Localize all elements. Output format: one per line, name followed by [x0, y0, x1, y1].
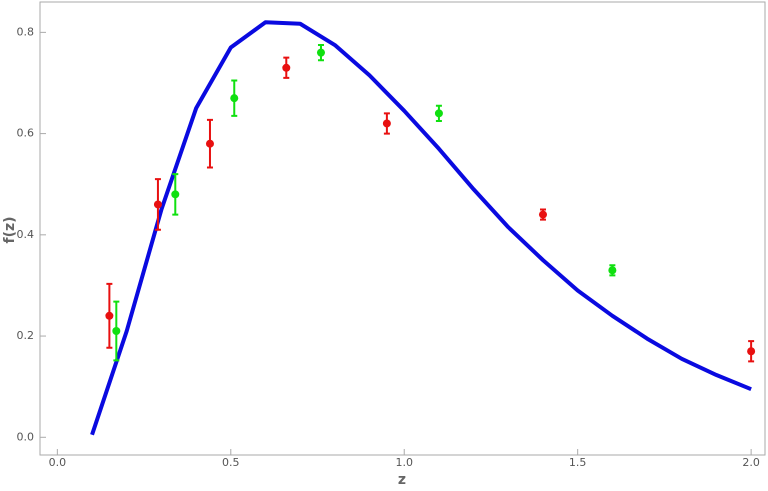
data-point: [434, 109, 443, 118]
data-point: [316, 48, 325, 57]
x-tick-label: 2.0: [742, 456, 760, 469]
data-point: [153, 200, 162, 209]
x-tick-label: 1.0: [395, 456, 413, 469]
y-tick-label: 0.2: [17, 329, 35, 342]
y-tick-label: 0.6: [17, 127, 35, 140]
y-tick-label: 0.8: [17, 25, 35, 38]
y-tick-label: 0.4: [17, 228, 35, 241]
x-tick-label: 1.5: [569, 456, 587, 469]
plot-frame: [39, 1, 766, 456]
y-axis-label: f(z): [2, 216, 18, 243]
data-point: [382, 119, 391, 128]
x-tick-label: 0.0: [49, 456, 67, 469]
data-point: [608, 266, 617, 275]
data-point: [282, 63, 291, 72]
data-point: [171, 190, 180, 199]
data-point: [230, 94, 239, 103]
curve: [90, 20, 752, 436]
x-axis-label: z: [398, 472, 406, 488]
x-tick-label: 0.5: [222, 456, 240, 469]
data-point: [538, 210, 547, 219]
data-point: [112, 326, 121, 335]
data-point: [205, 139, 214, 148]
data-point: [747, 347, 756, 356]
y-tick-label: 0.0: [17, 430, 35, 443]
data-point: [105, 311, 114, 320]
